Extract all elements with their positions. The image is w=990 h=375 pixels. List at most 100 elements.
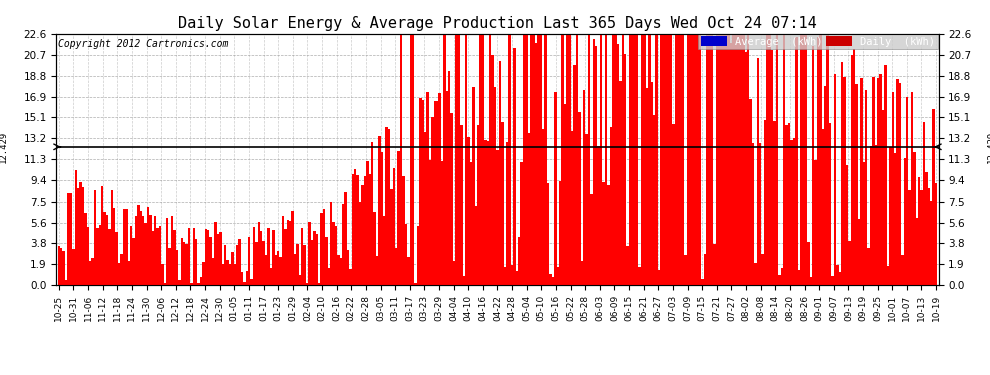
Bar — [60, 248, 62, 285]
Bar — [790, 140, 793, 285]
Bar — [862, 162, 865, 285]
Bar — [116, 232, 118, 285]
Bar — [800, 34, 802, 285]
Bar — [277, 251, 279, 285]
Text: Copyright 2012 Cartronics.com: Copyright 2012 Cartronics.com — [58, 39, 229, 49]
Bar — [252, 227, 255, 285]
Bar — [508, 34, 511, 285]
Bar — [371, 142, 373, 285]
Bar — [412, 34, 415, 285]
Bar — [711, 34, 713, 285]
Bar — [585, 134, 588, 285]
Bar — [901, 255, 904, 285]
Bar — [822, 129, 824, 285]
Bar — [86, 227, 89, 285]
Bar — [744, 52, 746, 285]
Bar — [841, 62, 843, 285]
Bar — [894, 153, 896, 285]
Bar — [615, 34, 617, 285]
Bar — [419, 98, 422, 285]
Bar — [234, 264, 236, 285]
Bar — [933, 109, 935, 285]
Bar — [657, 270, 660, 285]
Bar — [491, 55, 494, 285]
Bar — [795, 37, 798, 285]
Bar — [351, 174, 354, 285]
Bar — [265, 255, 267, 285]
Bar — [677, 34, 679, 285]
Bar — [448, 70, 450, 285]
Bar — [212, 258, 214, 285]
Bar — [376, 256, 378, 285]
Bar — [69, 193, 72, 285]
Bar — [432, 117, 434, 285]
Bar — [718, 34, 721, 285]
Bar — [607, 185, 610, 285]
Bar — [455, 34, 457, 285]
Bar — [756, 58, 759, 285]
Bar — [839, 272, 841, 285]
Bar — [147, 207, 149, 285]
Bar — [84, 213, 86, 285]
Bar — [361, 186, 363, 285]
Bar — [301, 228, 304, 285]
Bar — [600, 34, 602, 285]
Bar — [805, 34, 807, 285]
Bar — [629, 34, 632, 285]
Bar — [436, 101, 439, 285]
Bar — [178, 280, 180, 285]
Bar — [330, 202, 333, 285]
Bar — [916, 217, 918, 285]
Bar — [311, 240, 313, 285]
Bar — [499, 62, 501, 285]
Bar — [535, 44, 538, 285]
Bar — [180, 238, 183, 285]
Bar — [323, 209, 325, 285]
Bar — [282, 216, 284, 285]
Bar — [930, 201, 933, 285]
Bar — [610, 127, 612, 285]
Bar — [783, 34, 785, 285]
Bar — [446, 91, 448, 285]
Bar — [641, 34, 644, 285]
Bar — [205, 230, 207, 285]
Bar — [467, 136, 470, 285]
Bar — [313, 231, 316, 285]
Bar — [815, 160, 817, 285]
Text: 12.429: 12.429 — [0, 131, 8, 163]
Bar — [935, 183, 938, 285]
Bar — [506, 142, 508, 285]
Bar — [487, 141, 489, 285]
Bar — [304, 244, 306, 285]
Bar — [400, 34, 402, 285]
Bar — [602, 182, 605, 285]
Bar — [472, 87, 474, 285]
Bar — [865, 90, 867, 285]
Bar — [874, 146, 877, 285]
Bar — [101, 186, 103, 285]
Bar — [202, 262, 205, 285]
Bar — [113, 208, 116, 285]
Bar — [74, 170, 77, 285]
Bar — [188, 228, 190, 285]
Bar — [405, 224, 407, 285]
Bar — [345, 192, 346, 285]
Bar — [450, 113, 452, 285]
Bar — [778, 275, 781, 285]
Bar — [340, 258, 342, 285]
Bar — [328, 267, 330, 285]
Bar — [407, 257, 410, 285]
Bar — [543, 129, 545, 285]
Bar — [383, 216, 385, 285]
Bar — [142, 216, 145, 285]
Bar — [884, 65, 887, 285]
Bar — [363, 176, 366, 285]
Bar — [807, 243, 810, 285]
Bar — [845, 165, 848, 285]
Bar — [759, 142, 761, 285]
Bar — [316, 234, 318, 285]
Bar — [176, 250, 178, 285]
Bar — [773, 121, 776, 285]
Bar — [439, 93, 441, 285]
Bar — [573, 65, 576, 285]
